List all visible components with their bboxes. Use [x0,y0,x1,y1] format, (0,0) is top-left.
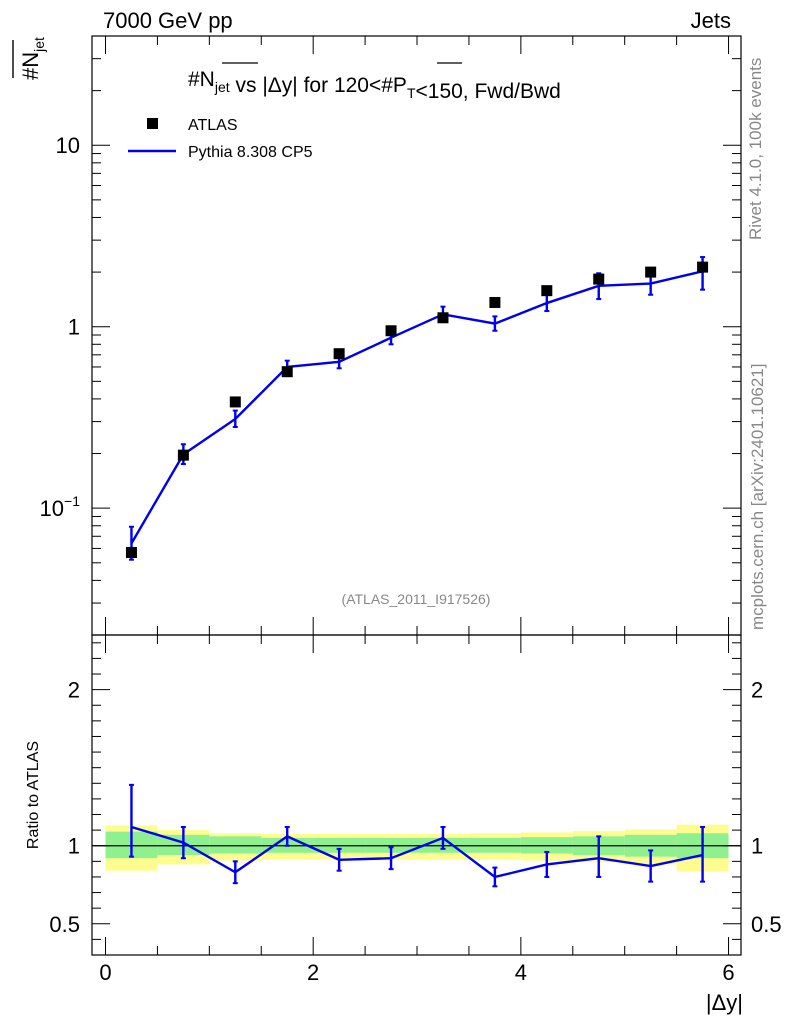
atlas-point [229,396,241,408]
main-title: #Njet vs |Δy| for 120<#PT<150, Fwd/Bwd [188,62,561,103]
site-side-label: mcplots.cern.ch [arXiv:2401.10621] [748,364,767,630]
atlas-point [385,325,397,337]
mc-line [130,270,703,544]
x-axis-label: |Δy| [706,990,743,1015]
ratio-y-tick-label-right: 2 [751,678,763,703]
atlas-point [593,273,605,285]
atlas-point [437,312,449,324]
ratio-y-axis-label: Ratio to ATLAS [25,741,42,849]
atlas-point [177,449,189,461]
main-y-tick-label: 10 [56,133,80,158]
ratio-y-tick-label-right: 0.5 [751,912,782,937]
main-y-label-text: #Njet [18,37,47,80]
rivet-side-label: Rivet 4.1.0, 100k events [746,58,765,240]
legend: ATLAS Pythia 8.308 CP5 [128,117,313,161]
x-tick-label: 2 [307,960,319,985]
process-label: Jets [691,8,731,33]
x-ticks: 0 2 4 6 [99,36,735,985]
legend-atlas-marker [147,118,158,129]
atlas-point [125,546,137,558]
ratio-y-ticks: 0.5 0.5 1 1 2 2 [49,642,782,940]
ratio-data [128,783,706,888]
atlas-point [697,261,709,273]
ratio-y-tick-label-left: 0.5 [49,912,80,937]
ratio-y-tick-label-left: 2 [68,678,80,703]
main-y-ticks: 10 1 10−1 [40,35,741,636]
main-y-tick-label: 1 [68,315,80,340]
legend-mc-label: Pythia 8.308 CP5 [188,144,313,161]
x-tick-label: 0 [99,960,111,985]
analysis-annotation: (ATLAS_2011_I917526) [342,591,491,607]
energy-label: 7000 GeV pp [103,8,233,33]
main-y-axis-label: #Njet [12,37,47,80]
ratio-frame [91,634,742,956]
legend-atlas-label: ATLAS [188,117,238,134]
atlas-point [541,285,553,297]
main-panel: #Njet vs |Δy| for 120<#PT<150, Fwd/Bwd #… [12,35,742,636]
ratio-y-tick-label-right: 1 [751,834,763,859]
atlas-point [489,296,501,308]
ratio-line [131,825,703,879]
main-data [125,256,709,561]
x-tick-label: 4 [515,960,527,985]
atlas-point [281,366,293,378]
chart-title: #Njet vs |Δy| for 120<#PT<150, Fwd/Bwd [188,68,561,103]
ratio-y-tick-label-left: 1 [68,834,80,859]
ratio-band-stat [209,836,262,854]
main-y-tick-label: 10−1 [40,493,81,521]
x-tick-label: 6 [722,960,734,985]
atlas-point [333,348,345,360]
atlas-point [645,266,657,278]
ratio-panel: 0.5 0.5 1 1 2 2 0 2 4 6 Ratio to ATLAS |Δy| [25,36,782,1015]
